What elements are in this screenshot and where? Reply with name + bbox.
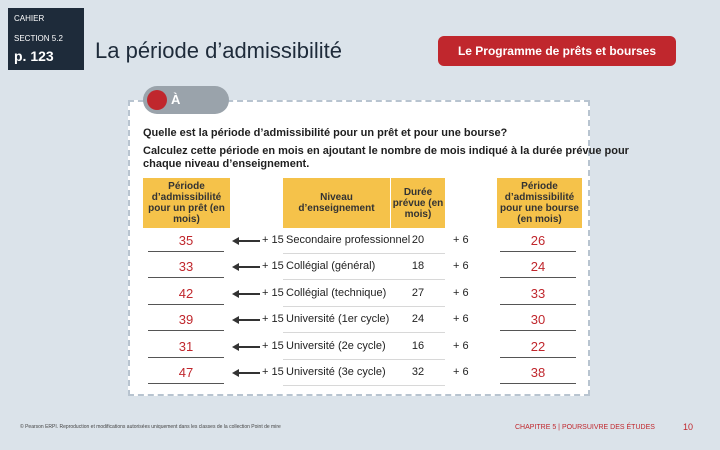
arrow	[234, 292, 260, 295]
row-line	[283, 358, 445, 360]
answer-line	[148, 303, 224, 305]
loan-add: + 15	[262, 339, 284, 352]
grant-period: 22	[530, 338, 546, 354]
badge-icon	[147, 90, 167, 110]
copyright: © Pearson ERPI. Reproduction et modifica…	[20, 424, 281, 430]
grant-add: + 6	[453, 313, 469, 326]
answer-line	[500, 277, 576, 279]
duration: 20	[411, 234, 425, 246]
duration: 16	[411, 339, 425, 352]
grant-add: + 6	[453, 260, 469, 273]
table-header: Niveau d’enseignement	[283, 178, 390, 228]
grant-add: + 6	[453, 366, 469, 378]
grant-period: 26	[530, 233, 546, 248]
row-line	[283, 332, 445, 334]
grant-add: + 6	[453, 339, 469, 352]
arrow	[234, 240, 260, 242]
answer-line	[500, 383, 576, 384]
question-line: chaque niveau d’enseignement.	[143, 158, 310, 170]
chapter: CHAPITRE 5 | POURSUIVRE DES ÉTUDES	[515, 424, 655, 431]
title: La période d’admissibilité	[95, 38, 343, 63]
duration: 27	[411, 286, 425, 299]
grant-period: 30	[530, 312, 546, 328]
loan-period: 47	[178, 365, 194, 380]
level: Université (1er cycle)	[286, 313, 390, 326]
answer-line	[500, 330, 576, 332]
duration: 18	[411, 260, 425, 273]
loan-add: + 15	[262, 313, 284, 326]
grant-period: 33	[530, 285, 546, 301]
answer-line	[148, 277, 224, 279]
badge-text: À NOTER	[143, 92, 189, 135]
loan-period: 42	[178, 285, 194, 301]
loan-period: 39	[178, 312, 194, 328]
note-card	[128, 100, 590, 396]
level: Collégial (technique)	[286, 286, 387, 299]
answer-line	[148, 251, 224, 252]
section-box: CAHIER SECTION 5.2 p. 123	[8, 8, 84, 70]
loan-period: 31	[178, 338, 194, 354]
arrow	[234, 372, 260, 374]
loan-add: + 15	[262, 234, 284, 246]
loan-add: + 15	[262, 366, 284, 378]
arrow-head	[232, 369, 239, 377]
grant-add: + 6	[453, 286, 469, 299]
table-header: Période d’admissibilité pour une bourse …	[497, 178, 582, 228]
level: Université (3e cycle)	[286, 366, 386, 378]
arrow-head	[232, 289, 239, 298]
note-badge: À NOTER	[143, 86, 229, 135]
level: Secondaire professionnel	[286, 234, 411, 246]
answer-line	[500, 356, 576, 358]
row-line	[283, 279, 445, 281]
answer-line	[148, 330, 224, 332]
arrow-head	[232, 263, 239, 272]
arrow-head	[232, 342, 239, 351]
question-line: Quelle est la période d’admissibilité po…	[143, 127, 508, 139]
page-ref: p. 123	[14, 48, 54, 64]
section-number: SECTION 5.2	[14, 34, 63, 43]
level: Université (2e cycle)	[286, 339, 386, 352]
answer-line	[148, 383, 224, 384]
table-header: Durée prévue (en mois)	[391, 178, 445, 228]
loan-add: + 15	[262, 286, 284, 299]
arrow-head	[232, 316, 239, 325]
answer-line	[500, 303, 576, 305]
grant-period: 24	[530, 259, 546, 275]
arrow	[234, 266, 260, 269]
answer-line	[148, 356, 224, 358]
grant-add: + 6	[453, 234, 469, 246]
arrow-head	[232, 237, 239, 245]
section-label: CAHIER	[14, 14, 45, 23]
question-line: Calculez cette période en mois en ajouta…	[143, 145, 629, 157]
loan-add: + 15	[262, 260, 284, 273]
arrow	[234, 319, 260, 322]
answer-line	[500, 251, 576, 252]
link-button[interactable]: Le Programme de prêts et bourses	[438, 36, 676, 66]
arrow	[234, 345, 260, 348]
loan-period: 33	[178, 259, 194, 275]
grant-period: 38	[530, 365, 546, 380]
row-line	[283, 385, 445, 386]
duration: 32	[411, 366, 425, 378]
page-number: 10	[683, 422, 694, 432]
duration: 24	[411, 313, 425, 326]
row-line	[283, 253, 445, 254]
loan-period: 35	[178, 233, 194, 248]
table-header: Période d’admissibilité pour un prêt (en…	[143, 178, 230, 228]
level: Collégial (général)	[286, 260, 376, 273]
row-line	[283, 305, 445, 307]
